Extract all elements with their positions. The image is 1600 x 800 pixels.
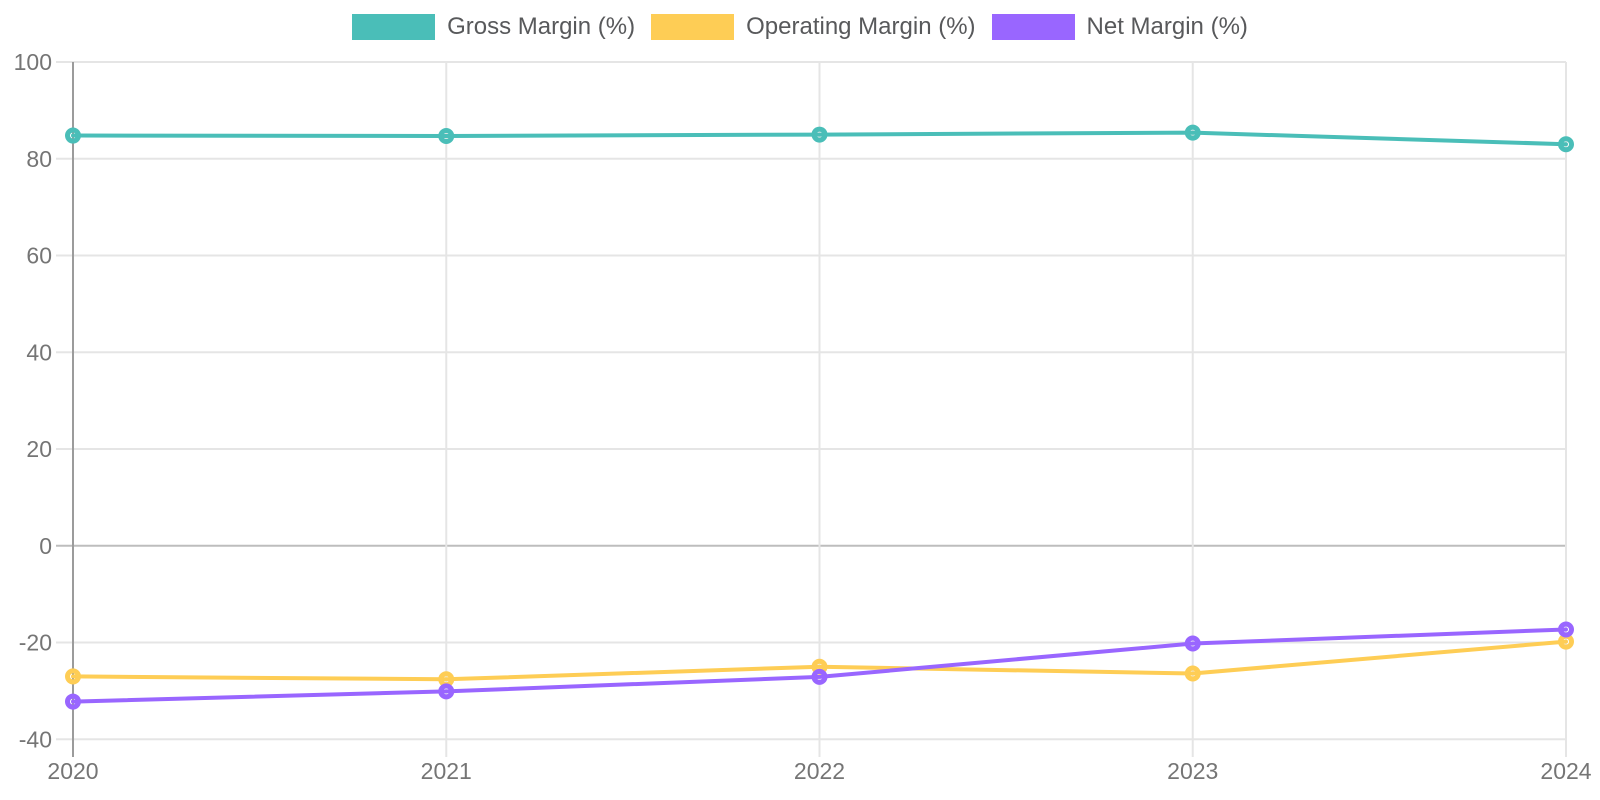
legend-item-operating-margin[interactable]: Operating Margin (%)	[651, 13, 976, 41]
series-line-operating-margin	[71, 639, 1568, 682]
legend-swatch	[991, 14, 1075, 40]
data-point[interactable]	[1184, 124, 1201, 141]
x-tick-label: 2021	[421, 758, 472, 784]
y-tick-label: 100	[14, 49, 52, 75]
y-tick-label: -40	[19, 726, 52, 752]
y-tick-label: 40	[26, 339, 52, 365]
series-line-net-margin	[71, 627, 1568, 704]
chart-legend: Gross Margin (%) Operating Margin (%) Net …	[0, 13, 1600, 41]
y-tick-label: 60	[26, 243, 52, 269]
x-tick-label: 2020	[47, 758, 98, 784]
legend-label: Net Margin (%)	[1086, 13, 1248, 40]
y-tick-label: 80	[26, 146, 52, 172]
x-tick-label: 2022	[794, 758, 845, 784]
data-point[interactable]	[1558, 136, 1574, 153]
y-tick-label: 0	[39, 533, 52, 559]
data-point[interactable]	[438, 683, 455, 700]
legend-label: Operating Margin (%)	[746, 13, 976, 40]
y-tick-label: 20	[26, 436, 52, 462]
data-point[interactable]	[1184, 665, 1201, 682]
legend-item-gross-margin[interactable]: Gross Margin (%)	[352, 13, 635, 41]
data-point[interactable]	[65, 693, 81, 710]
data-point[interactable]	[65, 127, 81, 144]
x-tick-label: 2023	[1167, 758, 1218, 784]
data-point[interactable]	[438, 128, 455, 145]
legend-label: Gross Margin (%)	[447, 13, 636, 40]
legend-swatch	[651, 14, 735, 40]
data-point[interactable]	[1558, 621, 1574, 638]
data-point[interactable]	[811, 126, 828, 143]
legend-item-net-margin[interactable]: Net Margin (%)	[991, 13, 1248, 41]
x-tick-label: 2024	[1540, 758, 1591, 784]
data-point[interactable]	[65, 668, 81, 685]
legend-swatch	[352, 14, 436, 40]
y-tick-label: -20	[19, 630, 52, 656]
series-line-gross-margin	[71, 130, 1568, 147]
data-point[interactable]	[811, 668, 828, 685]
data-point[interactable]	[1184, 635, 1201, 652]
